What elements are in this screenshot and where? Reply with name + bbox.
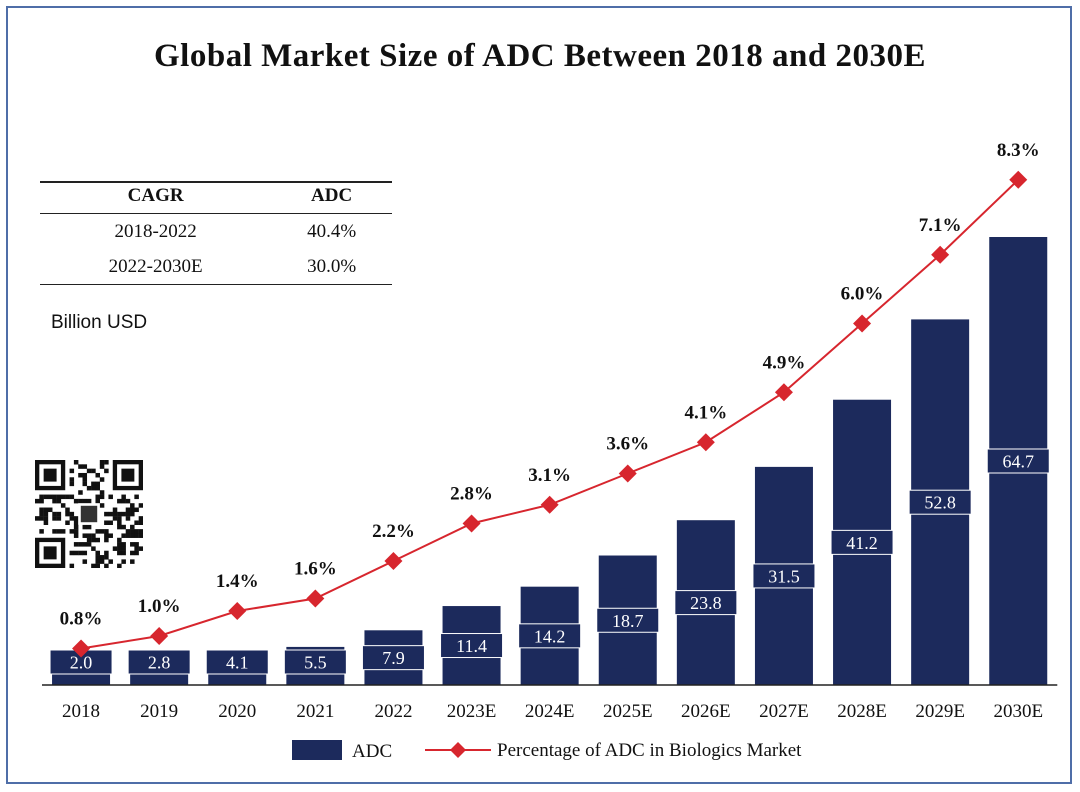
bar-value-label: 5.5 (304, 653, 327, 673)
line-value-label: 1.0% (138, 596, 181, 617)
line-value-label: 4.1% (684, 402, 727, 423)
line-value-label: 4.9% (763, 352, 806, 373)
x-tick-label: 2018 (62, 701, 100, 722)
line-marker (931, 245, 950, 264)
cagr-value: 30.0% (271, 249, 392, 285)
bar-label-box (908, 489, 972, 515)
bar-value-label: 52.8 (924, 493, 956, 513)
legend-swatch-bar (292, 740, 342, 760)
bar-value-label: 64.7 (1003, 452, 1035, 472)
line-value-label: 2.8% (450, 484, 493, 505)
bar-value-label: 14.2 (534, 626, 566, 646)
bar-label-box (830, 529, 894, 555)
cagr-table-row: 2018-2022 40.4% (40, 214, 392, 250)
cagr-table-row: 2022-2030E 30.0% (40, 249, 392, 285)
line-marker (774, 383, 793, 402)
bar-value-label: 7.9 (382, 648, 405, 668)
line-marker (462, 514, 481, 533)
legend-item-adc: ADC (292, 740, 392, 763)
legend-label-percentage: Percentage of ADC in Biologics Market (497, 740, 802, 761)
line-value-label: 7.1% (919, 215, 962, 236)
line-value-label: 0.8% (60, 609, 103, 630)
bar-value-label: 41.2 (846, 533, 878, 553)
bar-value-label: 11.4 (456, 636, 487, 656)
line-marker (696, 433, 715, 452)
line-marker (853, 314, 872, 333)
bar-label-box (205, 649, 269, 675)
x-tick-label: 2021 (296, 701, 334, 722)
x-tick-label: 2025E (603, 701, 653, 722)
line-value-label: 1.6% (294, 559, 337, 580)
bar-value-label: 18.7 (612, 611, 644, 631)
legend-label-adc: ADC (352, 741, 393, 762)
qr-code-icon (35, 460, 143, 568)
x-tick-label: 2024E (525, 701, 575, 722)
x-tick-label: 2022 (374, 701, 412, 722)
bar-label-box (752, 563, 816, 589)
line-value-label: 1.4% (216, 571, 259, 592)
x-tick-label: 2028E (837, 701, 887, 722)
line-value-label: 3.1% (528, 465, 571, 486)
cagr-period: 2022-2030E (40, 249, 272, 285)
cagr-table-header-row: CAGR ADC (40, 181, 392, 214)
x-tick-label: 2026E (681, 701, 731, 722)
bar-value-label: 31.5 (768, 566, 800, 586)
cagr-table-header-adc: ADC (271, 181, 392, 214)
bar (52, 671, 111, 685)
bar-value-label: 23.8 (690, 593, 722, 613)
line-marker (618, 464, 637, 483)
legend-item-percentage: Percentage of ADC in Biologics Market (425, 740, 801, 762)
line-value-label: 3.6% (606, 434, 649, 455)
line-marker (1009, 170, 1028, 189)
bar-label-box (986, 448, 1050, 474)
cagr-value: 40.4% (307, 221, 357, 242)
legend-swatch-line (425, 742, 491, 758)
bar-value-label: 4.1 (226, 653, 249, 673)
x-tick-label: 2030E (993, 701, 1043, 722)
x-tick-label: 2019 (140, 701, 178, 722)
line-marker (72, 639, 91, 658)
y-unit-label: Billion USD (51, 312, 148, 333)
bar-label-box (283, 649, 347, 675)
bar-label-box (440, 633, 504, 659)
chart-title: Global Market Size of ADC Between 2018 a… (154, 38, 926, 74)
x-tick-label: 2027E (759, 701, 809, 722)
bar-label-box (674, 590, 738, 616)
bar-label-box (596, 607, 660, 633)
cagr-table-header-cagr: CAGR (40, 181, 272, 214)
bar-value-label: 2.0 (70, 653, 93, 673)
line-marker (150, 627, 169, 645)
chart-frame (6, 6, 1072, 784)
bar-label-box (518, 623, 582, 649)
line-marker (540, 495, 559, 514)
x-tick-label: 2020 (218, 701, 256, 722)
cagr-table: CAGR ADC 2018-2022 40.4% 2022-2030E 30.0… (40, 181, 392, 285)
line-marker (306, 589, 325, 608)
line-marker (384, 552, 403, 570)
line-value-label: 2.2% (372, 521, 415, 542)
bar-value-label: 2.8 (148, 653, 171, 673)
x-tick-label: 2029E (915, 701, 965, 722)
line-value-label: 6.0% (841, 284, 884, 305)
cagr-period: 2018-2022 (114, 221, 197, 242)
line-marker (228, 602, 247, 620)
bar-label-box (127, 649, 191, 675)
bar-label-box (361, 645, 425, 671)
line-value-label: 8.3% (997, 140, 1040, 161)
x-tick-label: 2023E (447, 701, 497, 722)
